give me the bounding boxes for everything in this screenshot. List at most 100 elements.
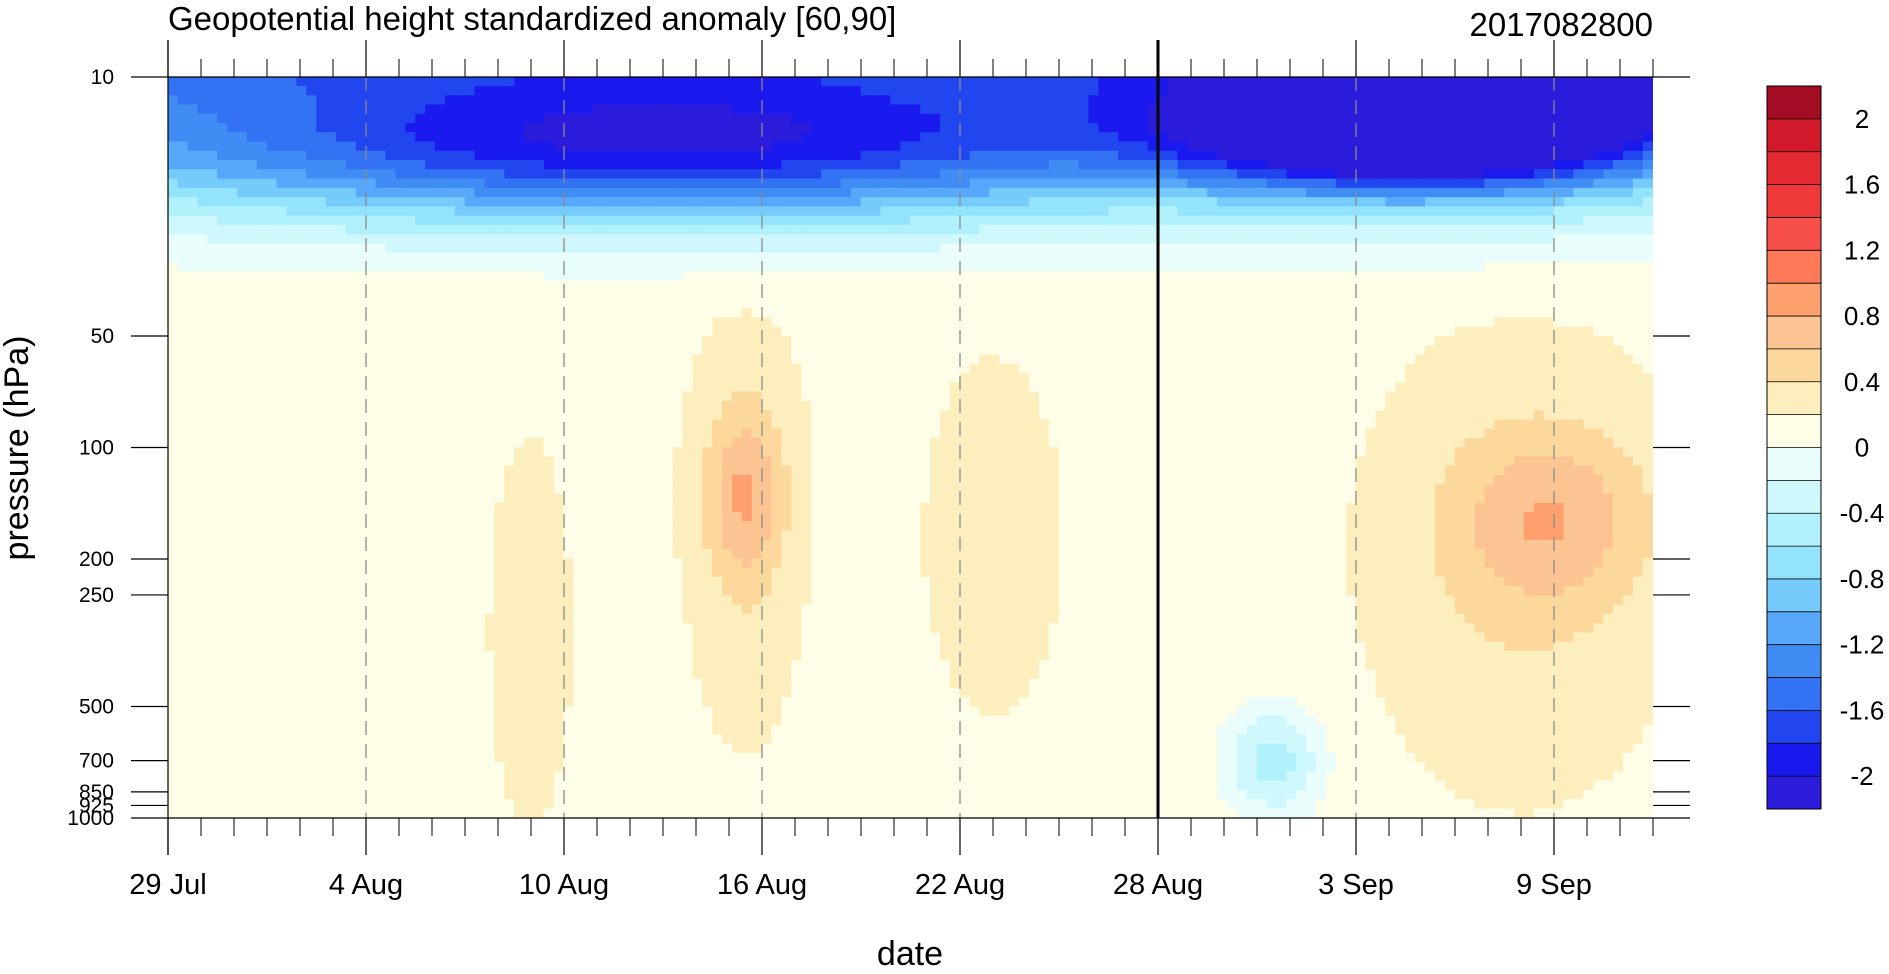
contour-cell — [256, 85, 268, 96]
contour-cell — [1147, 224, 1159, 235]
contour-cell — [1583, 271, 1594, 282]
contour-cell — [1395, 169, 1406, 180]
contour-cell — [702, 289, 713, 300]
contour-cell — [375, 252, 387, 263]
contour-cell — [316, 345, 327, 356]
contour-cell — [1444, 113, 1456, 124]
contour-cell — [563, 215, 575, 226]
contour-cell — [1494, 160, 1505, 170]
contour-cell — [1583, 289, 1594, 300]
contour-cell — [504, 169, 515, 180]
contour-cell — [672, 336, 684, 346]
contour-cell — [1118, 95, 1129, 106]
contour-cell — [1217, 123, 1228, 133]
contour-cell — [1177, 206, 1188, 217]
contour-cell — [969, 95, 981, 106]
contour-cell — [652, 252, 664, 263]
contour-cell — [395, 308, 406, 319]
contour-cell — [504, 178, 515, 189]
contour-cell — [524, 280, 535, 291]
contour-cell — [1207, 289, 1218, 300]
contour-cell — [850, 345, 862, 356]
contour-cell — [534, 160, 545, 170]
contour-cell — [266, 104, 278, 115]
contour-cell — [623, 77, 634, 87]
contour-cell — [781, 206, 792, 217]
contour-cell — [1157, 160, 1169, 170]
contour-cell — [1474, 85, 1485, 96]
contour-cell — [1444, 141, 1456, 152]
contour-cell — [1128, 261, 1139, 272]
contour-cell — [999, 123, 1010, 133]
contour-cell — [880, 104, 891, 115]
contour-cell — [534, 326, 545, 337]
contour-cell — [1345, 160, 1357, 170]
contour-cell — [553, 77, 565, 87]
contour-cell — [672, 271, 684, 282]
contour-cell — [454, 308, 466, 319]
contour-cell — [286, 261, 297, 272]
contour-cell — [187, 160, 198, 170]
contour-cell — [1444, 308, 1456, 319]
contour-cell — [1573, 280, 1584, 291]
contour-cell — [603, 336, 614, 346]
contour-cell — [1227, 169, 1238, 180]
contour-cell — [543, 77, 555, 87]
contour-cell — [989, 271, 1000, 282]
contour-cell — [444, 150, 456, 161]
contour-cell — [1504, 336, 1515, 346]
contour-cell — [336, 271, 347, 282]
contour-cell — [979, 261, 990, 272]
contour-cell — [1553, 252, 1565, 263]
contour-cell — [1236, 299, 1248, 309]
contour-cell — [1326, 289, 1337, 300]
contour-cell — [1603, 336, 1614, 346]
contour-cell — [751, 187, 763, 198]
contour-cell — [1266, 363, 1278, 374]
contour-cell — [1058, 345, 1070, 356]
contour-cell — [890, 187, 901, 198]
contour-cell — [1306, 363, 1317, 374]
contour-cell — [1038, 308, 1050, 319]
contour-cell — [1009, 160, 1020, 170]
contour-cell — [910, 252, 921, 263]
contour-cell — [1365, 160, 1377, 170]
contour-cell — [454, 317, 466, 328]
contour-cell — [1266, 271, 1278, 282]
contour-cell — [920, 141, 931, 152]
contour-cell — [1167, 243, 1179, 254]
contour-cell — [563, 123, 575, 133]
contour-cell — [237, 345, 248, 356]
contour-cell — [682, 345, 693, 356]
contour-cell — [771, 178, 783, 189]
contour-cell — [1029, 77, 1040, 87]
contour-cell — [1048, 354, 1060, 365]
contour-cell — [712, 141, 723, 152]
contour-cell — [286, 169, 297, 180]
contour-cell — [613, 224, 624, 235]
contour-cell — [1019, 317, 1030, 328]
contour-cell — [1543, 187, 1555, 198]
contour-cell — [484, 206, 495, 217]
contour-cell — [1494, 336, 1505, 346]
contour-cell — [1335, 252, 1347, 263]
contour-cell — [1009, 261, 1020, 272]
contour-cell — [395, 95, 406, 106]
contour-cell — [1197, 123, 1208, 133]
contour-cell — [712, 215, 723, 226]
contour-cell — [1375, 141, 1386, 152]
contour-cell — [603, 345, 614, 356]
contour-cell — [1583, 85, 1594, 96]
contour-cell — [1038, 85, 1050, 96]
contour-cell — [1217, 77, 1228, 87]
contour-cell — [177, 243, 189, 254]
contour-cell — [771, 345, 783, 356]
contour-cell — [425, 104, 436, 115]
contour-cell — [256, 289, 268, 300]
contour-cell — [187, 326, 198, 337]
contour-cell — [1296, 336, 1307, 346]
contour-cell — [880, 113, 891, 124]
contour-cell — [1177, 336, 1188, 346]
contour-cell — [692, 271, 703, 282]
contour-cell — [435, 326, 446, 337]
